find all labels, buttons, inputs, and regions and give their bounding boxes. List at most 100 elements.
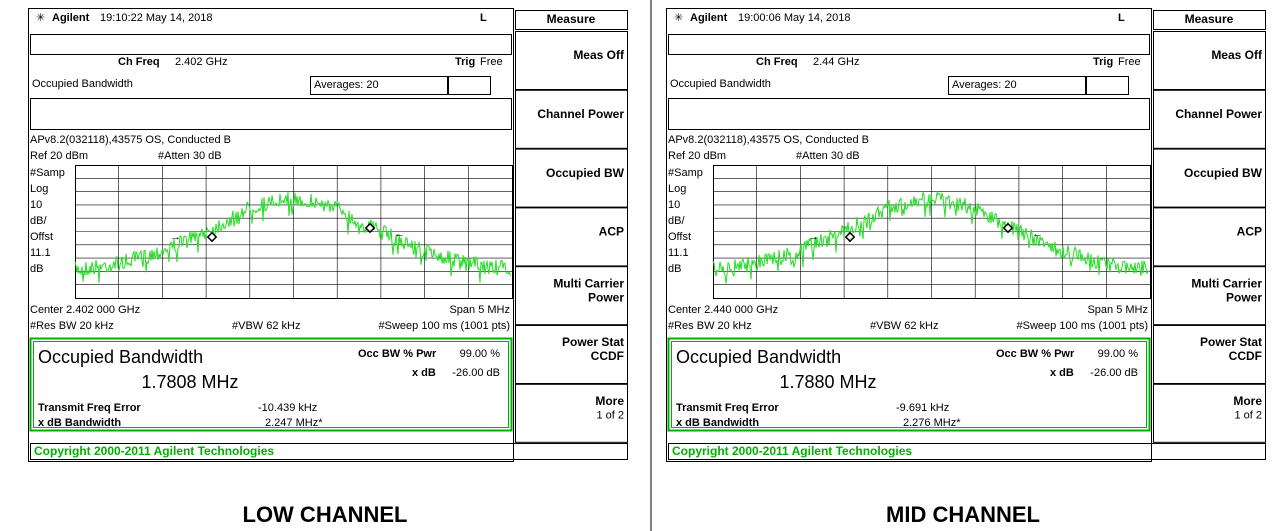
softkey-label: Meas Off bbox=[1211, 48, 1263, 62]
scale-label: dB/ bbox=[30, 215, 47, 227]
ch-freq: 2.44 GHz bbox=[813, 56, 859, 68]
softkey-label: Power bbox=[588, 290, 624, 304]
marker bbox=[1002, 222, 1014, 234]
averages: Averages: 20 bbox=[952, 79, 1017, 91]
time-date: 19:10:22 May 14, 2018 bbox=[100, 12, 213, 24]
mode-flag: L bbox=[480, 12, 487, 24]
brand: Agilent bbox=[52, 12, 90, 24]
softkey[interactable] bbox=[1153, 148, 1266, 208]
softkey[interactable] bbox=[1153, 383, 1266, 443]
empty-box bbox=[668, 98, 1150, 130]
spectrum-trace bbox=[712, 190, 1150, 284]
obw: 1.7880 MHz bbox=[779, 372, 876, 392]
softkey[interactable] bbox=[515, 383, 628, 443]
xdb: -26.00 dB bbox=[1090, 367, 1138, 379]
softkey[interactable] bbox=[1153, 89, 1266, 149]
analyzer-panel: ✳ Agilent 19:10:22 May 14, 2018 L Ch Freq 2.4… bbox=[28, 8, 628, 527]
pwr-label: Occ BW % Pwr bbox=[358, 348, 437, 360]
xbw-label: x dB Bandwidth bbox=[38, 417, 121, 429]
scale-label: #Samp bbox=[30, 167, 65, 179]
vbw: #VBW 62 kHz bbox=[870, 320, 938, 332]
center: Center 2.402 000 GHz bbox=[30, 304, 140, 316]
result-inner bbox=[671, 341, 1147, 428]
softkey[interactable] bbox=[1153, 266, 1266, 326]
xdb: -26.00 dB bbox=[452, 367, 500, 379]
softkey-label: CCDF bbox=[591, 349, 624, 363]
span: Span 5 MHz bbox=[449, 304, 510, 316]
res-bw: #Res BW 20 kHz bbox=[668, 320, 752, 332]
star-icon: ✳ bbox=[674, 12, 683, 24]
caption: LOW CHANNEL bbox=[243, 502, 408, 527]
setup: APv8.2(032118),43575 OS, Conducted B bbox=[30, 134, 231, 146]
result-inner bbox=[33, 341, 509, 428]
scale-label: dB/ bbox=[668, 215, 685, 227]
arrow: → bbox=[170, 231, 181, 243]
softkey[interactable] bbox=[1153, 325, 1266, 384]
setup: APv8.2(032118),43575 OS, Conducted B bbox=[668, 134, 869, 146]
pwr: 99.00 % bbox=[1098, 348, 1139, 360]
scale-label: #Samp bbox=[668, 167, 703, 179]
tfe-label: Transmit Freq Error bbox=[38, 402, 141, 414]
softkey-label: More bbox=[595, 394, 624, 408]
graticule bbox=[713, 165, 1151, 299]
empty-box bbox=[668, 34, 1150, 55]
softkey-label: More bbox=[1233, 394, 1262, 408]
trig: Free bbox=[480, 56, 503, 68]
copyright-bar bbox=[668, 443, 1266, 460]
star-icon: ✳ bbox=[36, 12, 45, 24]
atten: #Atten 30 dB bbox=[796, 150, 860, 162]
xbw: 2.276 MHz* bbox=[903, 417, 961, 429]
trig-label: Trig bbox=[1093, 56, 1113, 68]
averages-box bbox=[948, 76, 1129, 95]
scale-label: Log bbox=[30, 183, 48, 195]
softkey[interactable] bbox=[1153, 31, 1266, 90]
ch-freq-label: Ch Freq bbox=[756, 56, 798, 68]
analyzer-panel: ✳ Agilent 19:00:06 May 14, 2018 L Ch Freq 2.4… bbox=[666, 8, 1266, 527]
softkey[interactable] bbox=[515, 31, 628, 90]
softkey[interactable] bbox=[515, 266, 628, 326]
pwr-label: Occ BW % Pwr bbox=[996, 348, 1075, 360]
copyright: Copyright 2000-2011 Agilent Technologies bbox=[34, 444, 274, 458]
scale-label: 10 bbox=[668, 199, 680, 211]
obw: 1.7808 MHz bbox=[141, 372, 238, 392]
result-title: Occupied Bandwidth bbox=[676, 347, 841, 367]
softkey-title: Measure bbox=[547, 12, 596, 26]
softkey-label: CCDF bbox=[1229, 349, 1262, 363]
result-box bbox=[667, 337, 1151, 432]
tfe-label: Transmit Freq Error bbox=[676, 402, 779, 414]
softkey-title-box bbox=[515, 10, 628, 30]
xdb-label: x dB bbox=[412, 367, 436, 379]
softkey-label: 1 of 2 bbox=[1234, 410, 1262, 422]
softkey-label: Power Stat bbox=[562, 335, 624, 349]
softkey-label: ACP bbox=[1237, 225, 1262, 239]
scale-label: Log bbox=[668, 183, 686, 195]
softkey-title-box bbox=[1153, 10, 1266, 30]
softkey-title: Measure bbox=[1185, 12, 1234, 26]
softkey-label: Meas Off bbox=[573, 48, 625, 62]
spectrum-trace bbox=[74, 192, 512, 284]
marker bbox=[364, 222, 376, 234]
copyright-bar bbox=[30, 443, 628, 460]
softkey[interactable] bbox=[515, 89, 628, 149]
caption: MID CHANNEL bbox=[886, 502, 1040, 527]
averages: Averages: 20 bbox=[314, 79, 379, 91]
trig: Free bbox=[1118, 56, 1141, 68]
scale-label: 11.1 bbox=[668, 247, 689, 259]
ref: Ref 20 dBm bbox=[668, 150, 726, 162]
averages-box bbox=[310, 76, 491, 95]
arrow: ← bbox=[1032, 228, 1043, 240]
scale-label: Offst bbox=[668, 231, 691, 243]
softkey[interactable] bbox=[1153, 207, 1266, 267]
screen-border bbox=[28, 8, 514, 462]
softkey[interactable] bbox=[515, 148, 628, 208]
tfe: -9.691 kHz bbox=[896, 402, 949, 414]
screen-border bbox=[666, 8, 1152, 462]
softkey-label: Power Stat bbox=[1200, 335, 1262, 349]
sweep: #Sweep 100 ms (1001 pts) bbox=[1017, 320, 1148, 332]
marker bbox=[844, 231, 856, 243]
softkey[interactable] bbox=[515, 207, 628, 267]
softkey[interactable] bbox=[515, 325, 628, 384]
scale-label: dB bbox=[30, 263, 43, 275]
xbw-label: x dB Bandwidth bbox=[676, 417, 759, 429]
arrow: ← bbox=[394, 228, 405, 240]
